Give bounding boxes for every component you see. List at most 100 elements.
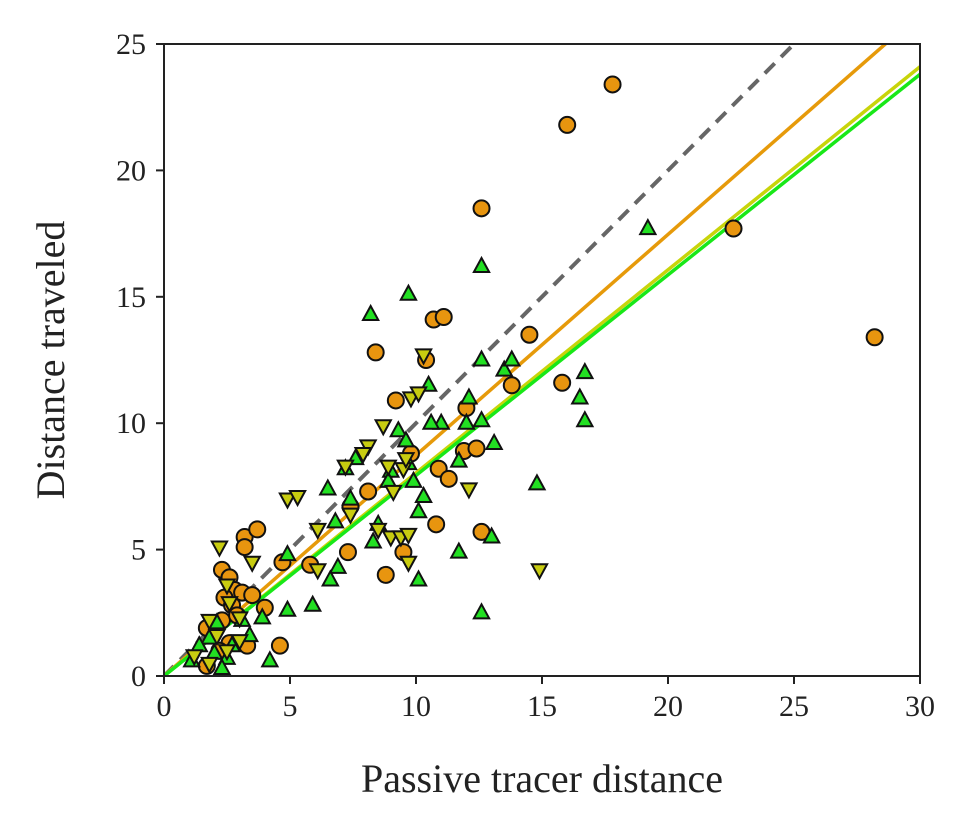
triangle-up-point (303, 594, 323, 612)
triangle-up-point (575, 410, 595, 428)
triangle-up-point (502, 349, 522, 367)
triangle-down-point (288, 489, 307, 508)
triangle-down-point (409, 386, 428, 404)
circle-point (472, 199, 491, 218)
triangle-up-point (472, 255, 491, 273)
triangle-up-point (494, 359, 514, 377)
x-axis-label: Passive tracer distance (361, 756, 723, 801)
x-tick-label: 5 (283, 690, 298, 723)
triangle-up-point (363, 531, 383, 549)
triangle-down-point (459, 482, 479, 500)
y-axis-label: Distance traveled (28, 221, 73, 500)
triangle-up-point (318, 478, 338, 496)
triangle-down-point (184, 649, 204, 667)
x-tick-label: 20 (653, 690, 683, 723)
x-tick-label: 0 (157, 690, 172, 723)
circle-point (724, 219, 743, 238)
circle-point (427, 515, 446, 534)
triangle-down-point (383, 484, 403, 503)
triangle-up-point (389, 420, 408, 438)
circle-point (243, 586, 262, 605)
triangle-up-point (484, 432, 504, 450)
triangle-up-point (341, 488, 360, 506)
triangle-up-point (252, 607, 272, 625)
circle-point (865, 328, 884, 347)
triangle-up-point (459, 387, 479, 405)
triangle-down-point (341, 507, 360, 525)
x-tick-label: 25 (779, 690, 809, 723)
circle-point (558, 115, 577, 134)
triangle-up-point (320, 569, 340, 587)
circle-point (603, 75, 622, 94)
circle-point (520, 325, 539, 344)
circle-point (386, 391, 405, 410)
y-tick-label: 10 (116, 407, 146, 440)
triangle-up-point (472, 602, 491, 620)
triangle-up-point (638, 217, 658, 236)
circle-point (270, 636, 289, 655)
triangle-up-point (575, 362, 595, 380)
triangle-down-point (414, 348, 433, 366)
triangle-up-point (472, 410, 491, 428)
triangle-down-point (399, 527, 418, 546)
circle-point (359, 482, 378, 501)
x-tick-label: 15 (527, 690, 557, 723)
triangle-down-point (308, 522, 328, 540)
triangle-up-point (449, 450, 469, 468)
triangle-up-point (278, 599, 297, 617)
circle-point (235, 538, 254, 557)
triangle-down-point (242, 555, 262, 573)
triangle-up-point (421, 412, 441, 430)
triangle-up-point (482, 526, 501, 544)
circle-point (467, 439, 486, 458)
triangle-down-point (230, 611, 249, 629)
triangle-up-point (414, 485, 433, 504)
triangle-down-point (210, 540, 229, 558)
circle-point (248, 520, 267, 539)
x-axis-ticks: 0 5 10 15 20 25 30 (157, 676, 935, 723)
triangle-down-point (207, 629, 227, 647)
x-tick-label: 30 (905, 690, 935, 723)
circle-point (376, 565, 395, 584)
triangle-down-point (378, 459, 398, 477)
triangle-up-point (396, 430, 416, 448)
y-axis-ticks: 0 5 10 15 20 25 (116, 28, 164, 693)
triangle-down-point (220, 596, 239, 614)
circle-point (502, 376, 521, 395)
triangle-up-point (328, 556, 348, 574)
triangle-up-point (260, 650, 280, 668)
triangle-down-point (396, 452, 416, 470)
triangle-down-point (308, 563, 328, 581)
triangle-up-point (326, 511, 345, 529)
x-tick-label: 10 (401, 690, 431, 723)
triangle-down-point (200, 656, 219, 674)
triangle-down-point (217, 644, 237, 662)
fit-line-3 (164, 72, 920, 676)
data-points (182, 75, 884, 675)
triangle-down-point (230, 634, 249, 652)
triangle-up-point (409, 501, 428, 519)
triangle-up-point (527, 473, 547, 491)
triangle-down-point (200, 613, 219, 631)
triangle-down-point (336, 459, 355, 477)
triangle-up-point (570, 387, 590, 405)
circle-point (434, 308, 453, 327)
triangle-up-point (361, 303, 380, 322)
triangle-down-point (373, 419, 393, 437)
triangle-up-point (212, 657, 232, 675)
triangle-down-point (353, 447, 373, 465)
triangle-up-point (449, 541, 469, 559)
circle-point (553, 373, 572, 392)
y-tick-label: 15 (116, 281, 146, 314)
circle-point (338, 543, 357, 562)
triangle-up-point (457, 412, 476, 430)
triangle-down-point (217, 578, 237, 596)
triangle-up-point (399, 283, 418, 301)
triangle-up-point (278, 544, 297, 562)
triangle-down-point (399, 555, 418, 573)
triangle-up-point (472, 349, 491, 367)
triangle-down-point (530, 563, 549, 581)
triangle-down-point (278, 492, 297, 510)
triangle-up-point (409, 569, 428, 587)
